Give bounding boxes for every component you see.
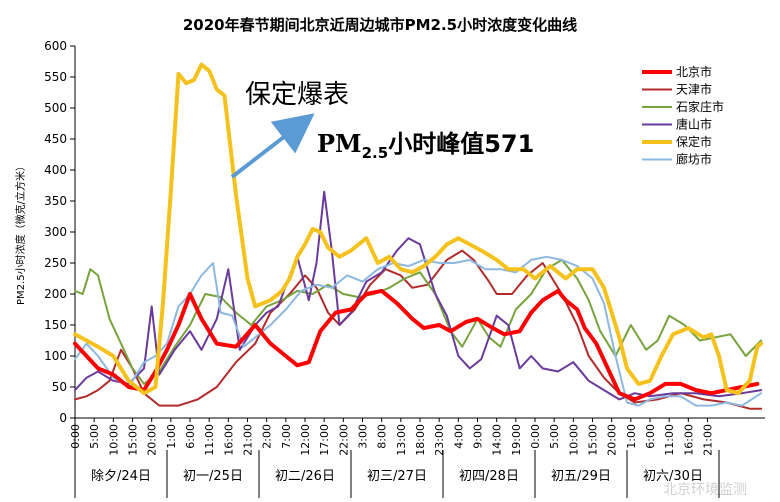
y-tick-label: 200 [44,287,67,301]
x-tick-label: 2:00 [261,424,274,449]
x-tick-label: 15:00 [587,424,600,456]
legend-label: 石家庄市 [676,99,724,114]
x-tick-label: 21:00 [242,424,255,456]
x-tick-label: 16:00 [682,424,695,456]
y-axis-label: PM2.5小时浓度（微克/立方米） [14,161,27,305]
series-line-石家庄市 [74,258,763,385]
day-label: 初一/25日 [183,469,243,484]
annotation-baoding-text: 保定爆表 [245,80,349,110]
day-label: 初三/27日 [367,469,427,484]
series-line-廊坊市 [74,255,763,407]
x-tick-label: 16:00 [222,424,235,456]
x-tick-label: 11:00 [203,424,216,456]
day-label: 初六/30日 [643,469,703,484]
annotation-baoding-burst: 保定爆表 [245,80,349,110]
day-label: 初二/26日 [275,469,335,484]
x-tick-label: 5:00 [88,424,101,449]
day-group-axis: 除夕/24日 初一/25日 初二/26日 初三/27日 初四/28日 初五/29日 初六/3… [74,420,720,498]
y-tick-label: 0 [59,411,67,425]
x-axis: 0:00 5:00 10:00 15:00 20:00 1:00 6:00 11:00 16:0… [69,417,765,456]
watermark-text: 北京环境监测 [663,482,747,498]
series-line-保定市 [73,62,764,396]
legend-label: 廊坊市 [676,152,712,167]
day-label: 初四/28日 [459,469,519,484]
y-tick-label: 550 [44,70,67,84]
x-tick-label: 21:00 [702,424,715,456]
legend-label: 唐山市 [676,117,712,132]
series-line-唐山市 [74,190,763,401]
x-tick-label: 0:00 [529,424,542,449]
series-layer [73,62,764,410]
y-tick-label: 300 [44,225,67,239]
x-tick-label: 15:00 [127,424,140,456]
series-line-天津市 [74,249,763,410]
x-tick-label: 17:00 [318,424,331,456]
legend-label: 北京市 [676,64,712,79]
y-tick-label: 400 [44,163,67,177]
x-tick-label: 8:00 [376,424,389,449]
annotation-peak-pm: PM [317,129,362,158]
x-tick-label: 5:00 [548,424,561,449]
x-tick-label: 20:00 [606,424,619,456]
x-tick-label: 3:00 [357,424,370,449]
day-label: 初五/29日 [551,469,611,484]
x-tick-label: 18:00 [414,424,427,456]
y-tick-label: 350 [44,194,67,208]
x-tick-label: 19:00 [510,424,523,456]
x-tick-label: 13:00 [395,424,408,456]
x-tick-label: 14:00 [491,424,504,456]
x-tick-label: 11:00 [663,424,676,456]
annotation-peak-text: PM2.5小时峰值571 [317,129,534,162]
x-tick-label: 23:00 [433,424,446,456]
y-tick-label: 250 [44,256,67,270]
x-tick-label: 20:00 [146,424,159,456]
x-tick-label: 6:00 [184,424,197,449]
x-tick-label: 10:00 [107,424,120,456]
x-tick-label: 6:00 [644,424,657,449]
x-tick-label: 1:00 [625,424,638,449]
x-tick-label: 7:00 [280,424,293,449]
series-line-北京市 [73,288,760,402]
x-tick-label: 10:00 [567,424,580,456]
y-tick-label: 600 [44,39,67,53]
y-axis: 0 50 100 150 200 250 300 350 400 450 500 550 600 [44,39,76,425]
y-tick-label: 100 [44,349,67,363]
y-tick-label: 450 [44,132,67,146]
x-tick-label: 4:00 [452,424,465,449]
legend-label: 保定市 [676,134,712,149]
day-label: 除夕/24日 [91,469,151,484]
y-tick-label: 50 [52,380,67,394]
chart-title: 2020年春节期间北京近周边城市PM2.5小时浓度变化曲线 [183,16,577,34]
annotation-arrow [230,113,315,179]
legend-label: 天津市 [676,82,712,97]
y-tick-label: 150 [44,318,67,332]
x-tick-label: 12:00 [299,424,312,456]
x-tick-label: 9:00 [472,424,485,449]
x-tick-label: 22:00 [337,424,350,456]
y-tick-label: 500 [44,101,67,115]
x-tick-label: 1:00 [165,424,178,449]
annotation-peak-sub: 2.5 [362,144,389,162]
annotation-peak-rest: 小时峰值571 [388,130,534,158]
